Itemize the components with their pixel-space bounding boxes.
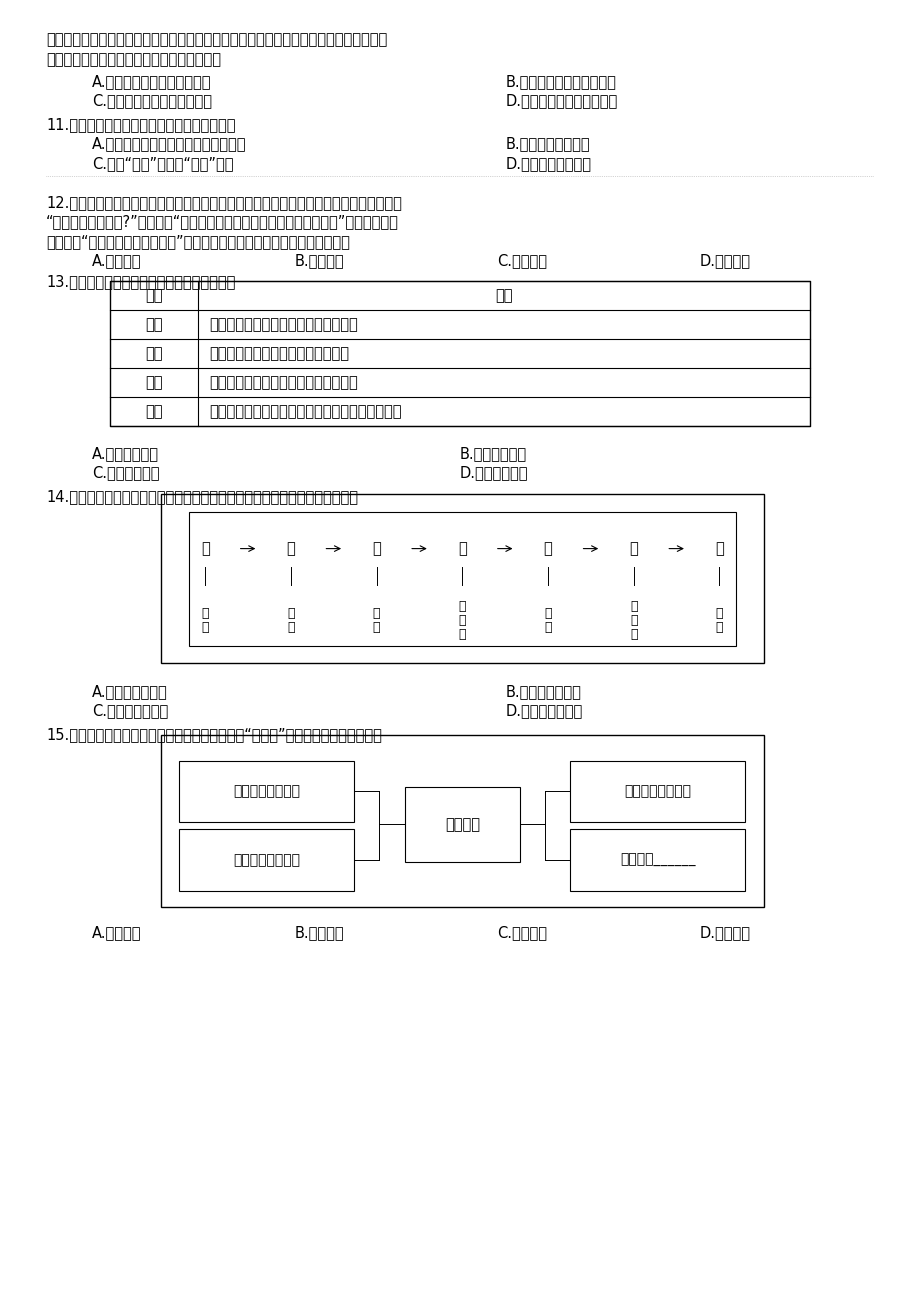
Text: C.大量“公田”被抒荒“私田”增加: C.大量“公田”被抒荒“私田”增加 [92,156,233,172]
Text: D.知机识变: D.知机识变 [698,254,749,269]
Text: 儒家: 儒家 [145,317,163,332]
Text: 什: 什 [286,541,295,556]
Text: 大动荡：诸侯争霸: 大动荡：诸侯争霸 [233,784,300,798]
Text: C.发扬民本思想: C.发扬民本思想 [92,465,159,481]
Text: C.加强了地方统治: C.加强了地方统治 [92,703,168,719]
Text: 孙叔敭等，出身低下却因才能而居卿相等高位。战国时期，魏、楚、秦、韩等国变法更是: 孙叔敭等，出身低下却因才能而居卿相等高位。战国时期，魏、楚、秦、韩等国变法更是 [46,32,387,48]
Text: 11.春秋时期井田制瓦解的根本原因是（　　）: 11.春秋时期井田制瓦解的根本原因是（ ） [46,117,235,133]
Text: 县: 县 [714,541,723,556]
Text: 以德治国：有德行的君主能治理好天下: 以德治国：有德行的君主能治理好天下 [209,317,357,332]
Text: D.扩大了统治范围: D.扩大了统治范围 [505,703,583,719]
Text: 12.春秋时期，齐人陈不占听闻国君有难欲奉赴救援，但因害怕而浑身发抖。他的车夫劝遂: 12.春秋时期，齐人陈不占听闻国君有难欲奉赴救援，但因害怕而浑身发抖。他的车夫劝… [46,195,402,211]
Text: 大变革：______: 大变革：______ [619,853,695,867]
Text: 以法治国：制定法律、制裁民众不法行为稳定社会: 以法治国：制定法律、制裁民众不法行为稳定社会 [209,404,401,420]
Bar [110,281,809,426]
Text: 五
千
家: 五 千 家 [630,599,637,641]
Text: 法家: 法家 [145,404,163,420]
Bar [161,494,763,663]
Text: 15.以下是春秋战国时期时代特征示意图，图示中“大变革”处的内容应是（　　　）: 15.以下是春秋战国时期时代特征示意图，图示中“大变革”处的内容应是（ ） [46,727,381,742]
Text: 邮: 邮 [458,541,466,556]
Text: D.构建官僚政治: D.构建官僚政治 [460,465,528,481]
Text: 以道治国：遵从规律，无为而无不为: 以道治国：遵从规律，无为而无不为 [209,346,348,361]
Text: 春秋战国: 春秋战国 [444,816,480,832]
Text: 五
家: 五 家 [201,607,209,633]
Text: 十
家: 十 家 [287,607,294,633]
Text: 13.下表反映出春秋战国的时代主题是（　　）: 13.下表反映出春秋战国的时代主题是（ ） [46,274,235,290]
Text: 大思想：百家争鸣: 大思想：百家争鸣 [233,853,300,867]
Bar [161,734,763,907]
Text: 学派: 学派 [145,287,163,303]
Text: “怡如是，去有益乎?”不占曰：“死君，义也；无勇，私也。不以私害公。”最终他在赴君: “怡如是，去有益乎?”不占曰：“死君，义也；无勇，私也。不以私害公。”最终他在赴… [46,214,399,230]
Text: D.社会转型: D.社会转型 [698,926,749,941]
Text: 大科技：鐵器牛耕: 大科技：鐵器牛耕 [624,784,690,798]
Text: 五
百
家: 五 百 家 [458,599,466,641]
Text: B.各国推行税制改革: B.各国推行税制改革 [505,136,590,152]
Text: 亭: 亭 [543,541,551,556]
Text: A.维护了家国一体的宗法制度: A.维护了家国一体的宗法制度 [92,74,211,90]
Text: 道家: 道家 [145,346,163,361]
Text: A.胆小懦弱: A.胆小懦弱 [92,254,142,269]
Text: D.导致了周天子权威的衰落: D.导致了周天子权威的衰落 [505,94,618,109]
Text: 千
家: 千 家 [544,607,551,633]
Text: B.变革政治制度: B.变革政治制度 [460,446,527,462]
Text: B.文明起源: B.文明起源 [294,926,344,941]
Bar [188,512,735,646]
Text: C.愚忠可笑: C.愚忠可笑 [496,254,546,269]
Bar [570,760,744,822]
Text: 百
家: 百 家 [372,607,380,633]
Text: A.鐵器牛耕的使用推动了生产力的发展: A.鐵器牛耕的使用推动了生产力的发展 [92,136,246,152]
Text: 乡: 乡 [629,541,638,556]
Text: 难的途中“闻战斗之声，恐骸而死”。儒家对陈不占的评价最有可能是（　　）: 难的途中“闻战斗之声，恐骸而死”。儒家对陈不占的评价最有可能是（ ） [46,234,349,250]
Text: 以爱治国：互爱互助选贤任能争取和平: 以爱治国：互爱互助选贤任能争取和平 [209,376,357,390]
Text: 伍: 伍 [200,541,210,556]
Text: B.瓦解了宗法制度: B.瓦解了宗法制度 [505,684,581,699]
Text: 里: 里 [372,541,380,556]
Text: A.国家产生: A.国家产生 [92,926,142,941]
Text: A.重建政治秩序: A.重建政治秩序 [92,446,159,462]
Text: 以选贤任能作为任官标准。这些做法（　　）: 以选贤任能作为任官标准。这些做法（ ） [46,52,221,68]
Text: 主张: 主张 [494,287,512,303]
Bar [179,760,354,822]
Text: 14.下图为商鞅变法时县及其以下组织的结构示意图。这表明商鞅变法（　　）: 14.下图为商鞅变法时县及其以下组织的结构示意图。这表明商鞅变法（ ） [46,489,357,504]
Text: B.仁者之勇: B.仁者之勇 [294,254,344,269]
Text: B.巳固了世卿世禄的分封制: B.巳固了世卿世禄的分封制 [505,74,617,90]
Text: 万
家: 万 家 [715,607,722,633]
Text: D.贵族争夺土地加剧: D.贵族争夺土地加剧 [505,156,591,172]
Text: C.打破了贵族垄断政权的局面: C.打破了贵族垄断政权的局面 [92,94,211,109]
Bar [404,786,519,862]
Text: 墨家: 墨家 [145,376,163,390]
Bar [570,829,744,890]
Text: C.政权分立: C.政权分立 [496,926,546,941]
Bar [179,829,354,890]
Text: A.激化了阶级矛盾: A.激化了阶级矛盾 [92,684,167,699]
